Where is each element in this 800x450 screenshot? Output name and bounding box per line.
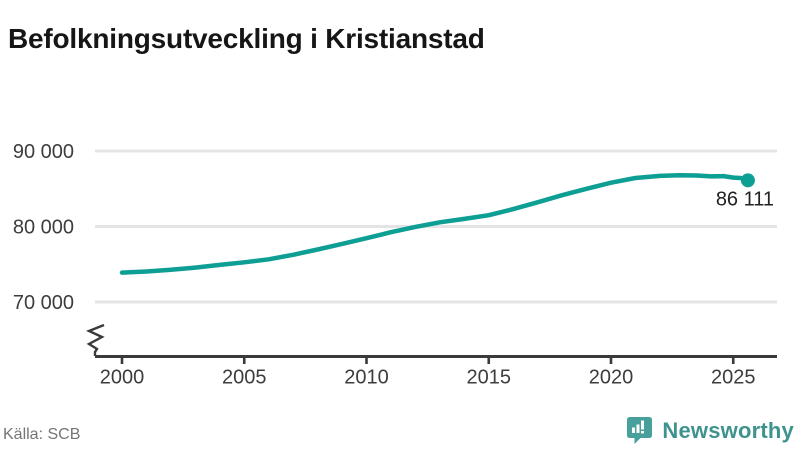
x-axis-tick-label: 2010 — [344, 367, 389, 389]
y-axis-tick-label: 70 000 — [13, 292, 74, 314]
page-title: Befolkningsutveckling i Kristianstad — [8, 22, 485, 54]
y-axis-tick-label: 80 000 — [13, 217, 74, 239]
x-axis-tick-label: 2020 — [589, 367, 634, 389]
x-axis-tick-label: 2015 — [467, 367, 512, 389]
x-axis-tick-label: 2000 — [100, 367, 145, 389]
source-label: Källa: SCB — [3, 426, 81, 443]
x-axis-tick-label: 2005 — [222, 367, 267, 389]
newsworthy-wordmark: Newsworthy — [662, 417, 794, 443]
x-axis-tick-label: 2025 — [711, 367, 756, 389]
y-axis-break-icon — [85, 323, 105, 356]
latest-value-dot — [740, 173, 755, 188]
newsworthy-logo: Newsworthy — [626, 416, 794, 445]
newsworthy-bar-chart-bubble-icon — [626, 416, 653, 445]
y-axis-tick-label: 90 000 — [13, 141, 74, 163]
population-line — [119, 172, 751, 275]
population-line-chart: 70 000 80 000 90 000 2000 2005 2010 2015 2020 20… — [13, 141, 777, 389]
latest-value-label: 86 111 — [716, 188, 774, 210]
